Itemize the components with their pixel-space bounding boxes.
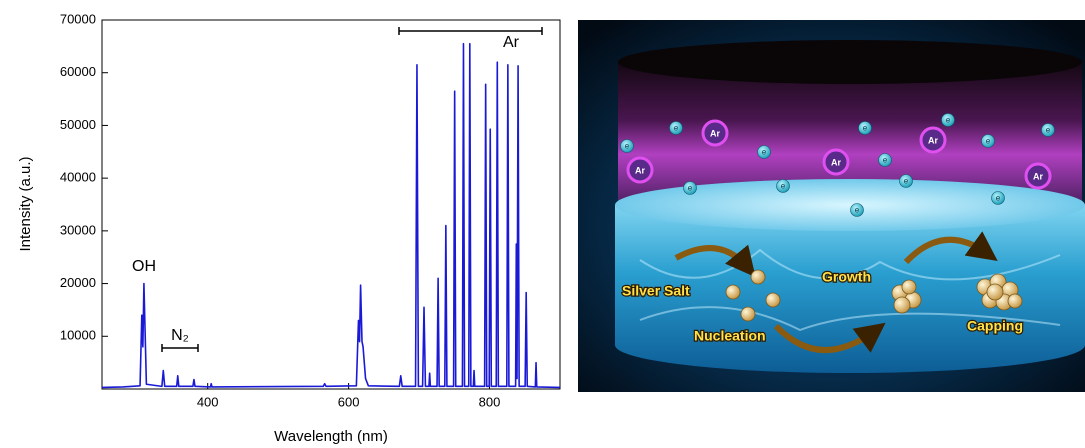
argon-label: Ar <box>710 128 720 138</box>
y-tick-label: 10000 <box>60 328 96 343</box>
y-tick-label: 70000 <box>60 11 96 26</box>
electrode <box>618 40 1082 84</box>
x-tick-label: 400 <box>197 394 219 409</box>
argon-label: Ar <box>635 165 645 175</box>
plot: 400 600 800 10000 20000 30000 40000 50000 60000 7… <box>60 11 560 409</box>
electron-label: e <box>688 184 693 193</box>
electron-label: e <box>762 148 767 157</box>
y-tick-label: 60000 <box>60 64 96 79</box>
electron-label: e <box>855 206 860 215</box>
electron-label: e <box>625 142 630 151</box>
y-tick-label: 40000 <box>60 170 96 185</box>
argon-label: Ar <box>831 157 841 167</box>
annotation-bracket <box>399 27 542 35</box>
step-label: Capping <box>967 318 1023 334</box>
argon-label: Ar <box>928 135 938 145</box>
argon-label: Ar <box>1033 171 1043 181</box>
electron-label: e <box>904 177 909 186</box>
step-label: Silver Salt <box>622 283 690 299</box>
electron-label: e <box>946 116 951 125</box>
electron-label: e <box>674 124 679 133</box>
y-tick-label: 50000 <box>60 117 96 132</box>
electron-label: e <box>986 137 991 146</box>
y-axis-title: Intensity (a.u.) <box>17 156 34 251</box>
step-label: Growth <box>822 269 871 285</box>
x-axis-title: Wavelength (nm) <box>274 428 388 445</box>
step-label: Nucleation <box>694 328 766 344</box>
page: {"chart_data": {"type": "line", "x_label… <box>0 0 1085 448</box>
electron-label: e <box>781 182 786 191</box>
electron-label: e <box>883 156 888 165</box>
electron-label: e <box>863 124 868 133</box>
annotation-bracket <box>162 344 198 352</box>
annotation: Ar <box>503 34 520 51</box>
x-tick-label: 600 <box>338 394 360 409</box>
electron-label: e <box>1046 126 1051 135</box>
figure: 400 600 800 10000 20000 30000 40000 50000 60000 7… <box>0 0 1085 448</box>
illustration: Silver Salt Nucleation Growth Capping Ar… <box>578 20 1085 392</box>
x-tick-label: 800 <box>479 394 501 409</box>
annotation: OH <box>132 258 156 275</box>
electron-label: e <box>996 194 1001 203</box>
y-tick-label: 30000 <box>60 222 96 237</box>
annotation: N₂ <box>171 327 189 344</box>
y-tick-label: 20000 <box>60 275 96 290</box>
